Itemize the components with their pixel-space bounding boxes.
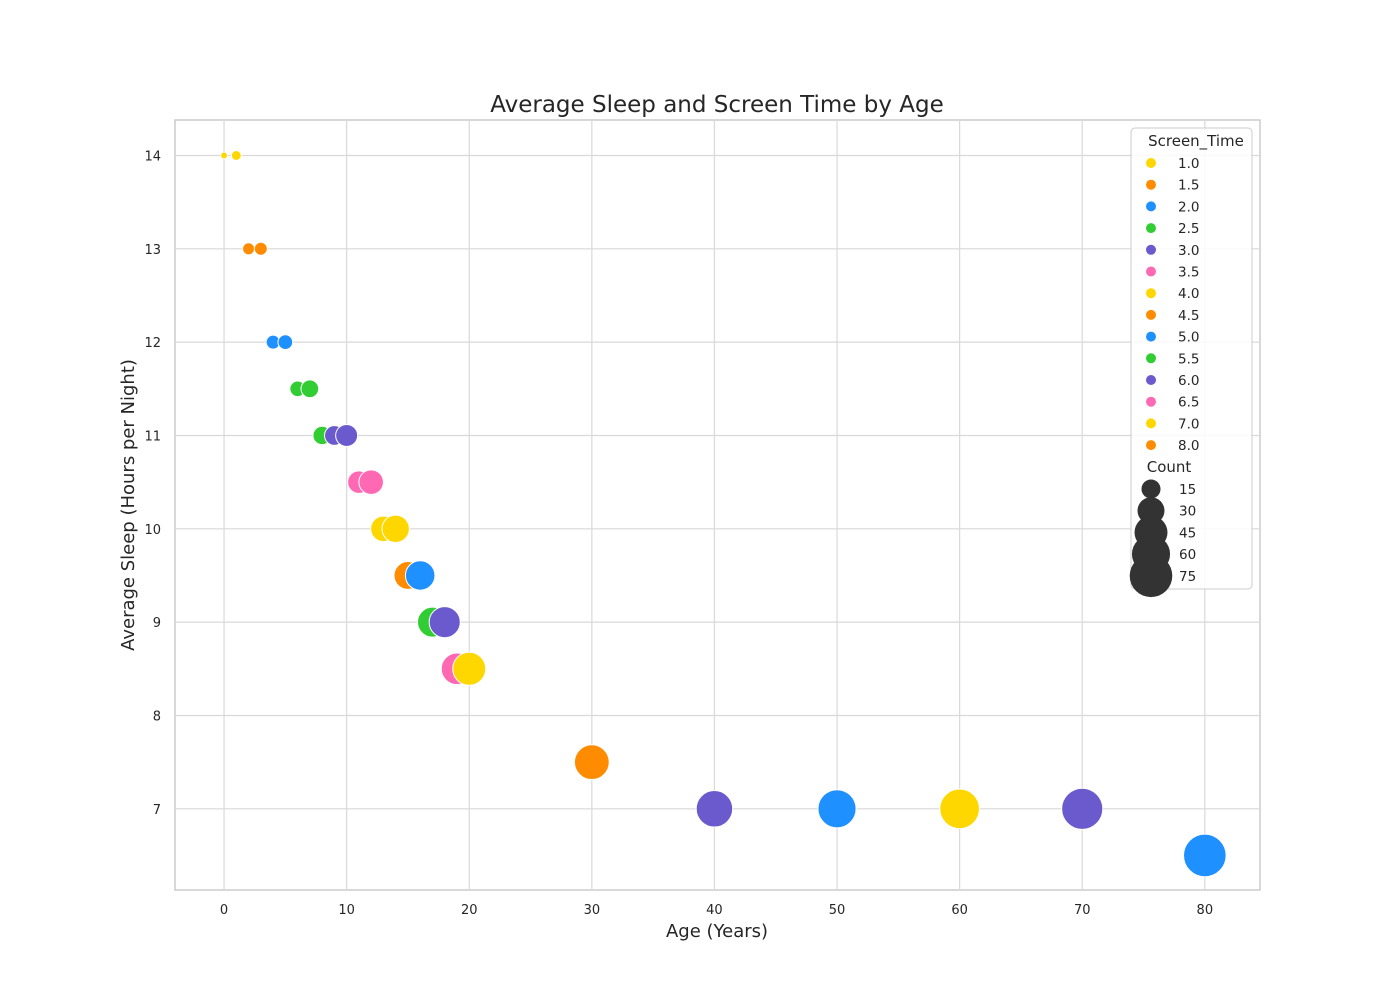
legend-hue-label: 7.0	[1178, 416, 1199, 432]
legend-size-label: 45	[1179, 525, 1196, 541]
x-tick-label: 60	[951, 903, 968, 918]
x-tick-label: 20	[461, 903, 478, 918]
legend-hue-marker	[1146, 244, 1156, 255]
data-point	[242, 242, 256, 256]
data-point	[817, 789, 857, 829]
data-point	[300, 379, 320, 399]
x-axis-label: Age (Years)	[666, 921, 768, 942]
y-tick-label: 14	[144, 149, 161, 164]
data-point	[404, 560, 436, 591]
legend: Screen_Time 1.0 1.5 2.0 2.5 3.0 3.5 4.0 4.5 5.0 5.…	[1129, 127, 1253, 598]
data-point	[277, 334, 294, 351]
x-tick-label: 40	[706, 903, 723, 918]
y-tick-label: 7	[153, 803, 161, 818]
legend-size-title: Count	[1147, 458, 1192, 476]
legend-hue-marker	[1146, 179, 1156, 190]
x-tick-label: 70	[1074, 903, 1091, 918]
legend-hue-label: 6.5	[1178, 395, 1199, 411]
x-tick-label: 10	[338, 903, 355, 918]
legend-hue-marker	[1146, 158, 1156, 168]
legend-hue-marker	[1146, 309, 1156, 320]
data-point	[381, 514, 410, 543]
legend-frame	[1130, 127, 1253, 590]
data-point	[358, 469, 384, 495]
y-axis-label: Average Sleep (Hours per Night)	[118, 359, 139, 651]
legend-hue-label: 3.0	[1178, 243, 1199, 259]
data-point	[452, 651, 487, 686]
legend-hue-label: 3.5	[1178, 265, 1199, 281]
legend-size-marker	[1129, 554, 1173, 598]
y-tick-label: 8	[153, 709, 161, 724]
legend-hue-marker	[1146, 223, 1156, 234]
legend-hue-label: 1.0	[1178, 156, 1199, 172]
legend-hue-marker	[1146, 375, 1156, 385]
legend-hue-label: 1.5	[1178, 178, 1199, 194]
legend-size-marker	[1141, 479, 1161, 499]
data-point	[1183, 833, 1227, 878]
data-point	[1061, 787, 1104, 830]
data-point	[230, 150, 242, 161]
data-point	[428, 606, 461, 639]
x-tick-label: 80	[1197, 903, 1214, 918]
legend-hue-label: 6.0	[1178, 373, 1199, 389]
legend-hue-marker	[1146, 353, 1156, 364]
legend-hue-label: 5.0	[1178, 330, 1199, 346]
legend-hue-marker	[1146, 396, 1156, 407]
legend-size-label: 30	[1179, 504, 1196, 520]
data-point	[335, 423, 359, 447]
data-point	[253, 241, 268, 256]
legend-hue-marker	[1146, 266, 1156, 277]
legend-hue-title: Screen_Time	[1148, 132, 1244, 151]
legend-size-label: 15	[1179, 482, 1196, 498]
x-tick-label: 30	[584, 903, 601, 918]
legend-hue-marker	[1146, 418, 1156, 429]
plot-area	[174, 119, 1261, 891]
y-tick-label: 13	[144, 243, 161, 258]
x-tick-label: 0	[220, 903, 228, 918]
legend-hue-marker	[1146, 440, 1156, 451]
legend-hue-marker	[1146, 288, 1156, 299]
legend-size-label: 75	[1179, 569, 1196, 585]
legend-hue-label: 4.0	[1178, 286, 1199, 302]
legend-size-label: 60	[1179, 547, 1196, 563]
data-point	[695, 790, 734, 828]
chart-title: Average Sleep and Screen Time by Age	[490, 92, 944, 118]
legend-hue-marker	[1146, 201, 1156, 212]
legend-hue-label: 5.5	[1178, 351, 1199, 367]
y-tick-label: 10	[144, 523, 161, 538]
data-point	[220, 151, 229, 160]
legend-hue-marker	[1146, 331, 1156, 342]
data-points	[220, 150, 1227, 878]
y-axis-ticks: 7 8 9 10 11 12 13 14	[144, 149, 161, 817]
data-point	[573, 744, 610, 781]
y-tick-label: 12	[144, 336, 161, 351]
y-tick-label: 9	[153, 616, 161, 631]
legend-hue-label: 8.0	[1178, 438, 1199, 454]
data-point	[939, 788, 980, 830]
legend-hue-label: 2.5	[1178, 221, 1199, 237]
x-tick-label: 50	[829, 903, 846, 918]
legend-hue-label: 4.5	[1178, 308, 1199, 324]
y-tick-label: 11	[144, 429, 161, 444]
legend-hue-label: 2.0	[1178, 199, 1199, 215]
x-axis-ticks: 0 10 20 30 40 50 60 70 80	[220, 903, 1213, 918]
